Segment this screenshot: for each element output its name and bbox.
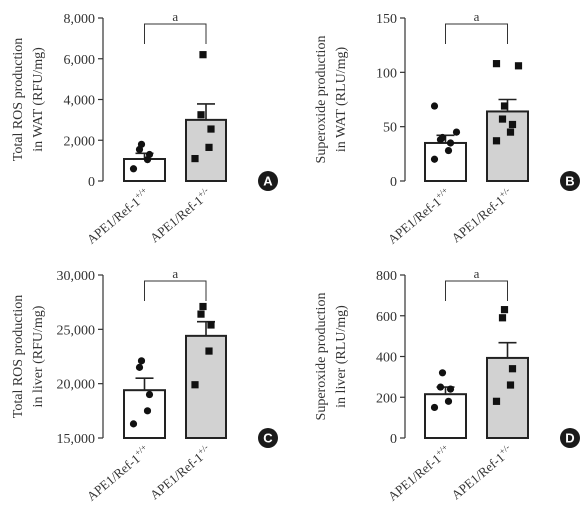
y-tick-label: 8,000 [64, 12, 96, 27]
data-point [430, 102, 439, 110]
y-tick-label: 100 [376, 66, 397, 81]
panel-b: Superoxide production in WAT (RLU/mg) 0 50 1… [314, 9, 580, 247]
data-point [205, 347, 213, 355]
y-axis-title-line: in liver (RFU/mg) [31, 305, 46, 407]
data-point [436, 383, 445, 391]
data-point [137, 357, 146, 365]
x-category-label: APE1/Ref-1+/- [448, 442, 516, 502]
data-point [492, 137, 501, 145]
x-category-label: APE1/Ref-1+/+ [83, 185, 152, 247]
y-tick-label: 30,000 [57, 269, 96, 284]
y-tick-label: 50 [383, 121, 397, 136]
y-tick-label: 200 [376, 391, 397, 406]
data-point [438, 369, 447, 377]
data-point [129, 165, 138, 173]
data-point [129, 420, 138, 428]
significance-bracket [144, 280, 207, 301]
y-tick-label: 15,000 [57, 432, 96, 447]
panel-badge [560, 428, 580, 448]
data-point [191, 381, 199, 389]
data-point [191, 154, 199, 163]
significance-bracket [144, 23, 207, 44]
data-point [199, 51, 207, 59]
panel-a: Total ROS production in WAT (RFU/mg) 0 2,00… [11, 9, 278, 247]
x-category-label: APE1/Ref-1+/+ [83, 442, 152, 504]
y-tick-label: 20,000 [57, 378, 96, 393]
y-axis-title-line: in WAT (RLU/mg) [334, 47, 349, 153]
y-tick-label: 4,000 [64, 94, 96, 109]
y-axis-title-line: Total ROS production [11, 38, 26, 161]
y-tick-label: 600 [376, 310, 397, 325]
x-category-label: APE1/Ref-1+/+ [384, 185, 453, 247]
data-point [506, 128, 515, 136]
panel-badge [560, 171, 580, 191]
data-point [197, 111, 205, 119]
panel-letter: C [263, 431, 273, 446]
y-tick-label: 6,000 [64, 53, 96, 68]
data-point [500, 102, 509, 110]
data-point [137, 140, 146, 148]
data-point [199, 302, 207, 311]
data-point [444, 146, 453, 155]
data-point [446, 385, 455, 393]
data-point [498, 314, 507, 322]
data-point [452, 128, 461, 136]
data-point [492, 60, 501, 68]
y-axis-title-line: Superoxide production [314, 293, 329, 421]
data-point [430, 403, 439, 412]
data-point [500, 306, 509, 314]
data-point [207, 321, 215, 329]
data-point [135, 363, 144, 371]
data-point [498, 115, 507, 123]
x-category-label: APE1/Ref-1+/- [146, 442, 214, 502]
y-tick-label: 0 [390, 175, 397, 190]
data-point [514, 62, 523, 70]
y-axis-title-line: Superoxide production [314, 36, 329, 164]
significance-label: a [474, 9, 480, 24]
significance-bracket [445, 280, 508, 301]
data-point [492, 397, 501, 405]
bar [486, 110, 529, 182]
data-point [430, 155, 439, 163]
data-point [508, 365, 517, 373]
significance-label: a [474, 266, 480, 281]
panel-letter: A [263, 174, 273, 189]
y-axis-title-line: Total ROS production [11, 295, 26, 418]
data-point [446, 139, 455, 147]
y-axis-title-line: in liver (RLU/mg) [334, 305, 349, 408]
data-point [197, 310, 205, 318]
x-category-label: APE1/Ref-1+/- [448, 185, 516, 245]
panel-letter: B [565, 174, 574, 189]
significance-label: a [172, 266, 178, 281]
y-tick-label: 400 [376, 351, 397, 366]
y-tick-label: 0 [88, 175, 95, 190]
y-tick-label: 25,000 [57, 323, 96, 338]
data-point [207, 125, 215, 133]
y-tick-label: 800 [376, 269, 397, 284]
data-point [444, 397, 453, 405]
data-point [506, 381, 515, 389]
significance-label: a [172, 9, 178, 24]
y-axis-title-line: in WAT (RFU/mg) [31, 47, 46, 152]
data-point [438, 133, 447, 142]
x-category-label: APE1/Ref-1+/+ [384, 442, 453, 504]
panel-letter: D [565, 431, 574, 446]
y-tick-label: 150 [376, 12, 397, 27]
data-point [145, 390, 154, 399]
bar [123, 389, 166, 440]
panel-d: Superoxide production in liver (RLU/mg) 0 2… [314, 266, 580, 504]
data-point [508, 120, 517, 129]
panel-badge [258, 171, 278, 191]
x-category-label: APE1/Ref-1+/- [146, 185, 214, 245]
data-point [205, 143, 213, 151]
panel-c: Total ROS production in liver (RFU/mg) 15,… [11, 266, 278, 504]
panel-badge [258, 428, 278, 448]
data-point [143, 407, 152, 415]
y-tick-label: 2,000 [64, 134, 96, 149]
y-tick-label: 0 [390, 432, 397, 447]
data-point [145, 150, 154, 159]
significance-bracket [445, 23, 508, 44]
